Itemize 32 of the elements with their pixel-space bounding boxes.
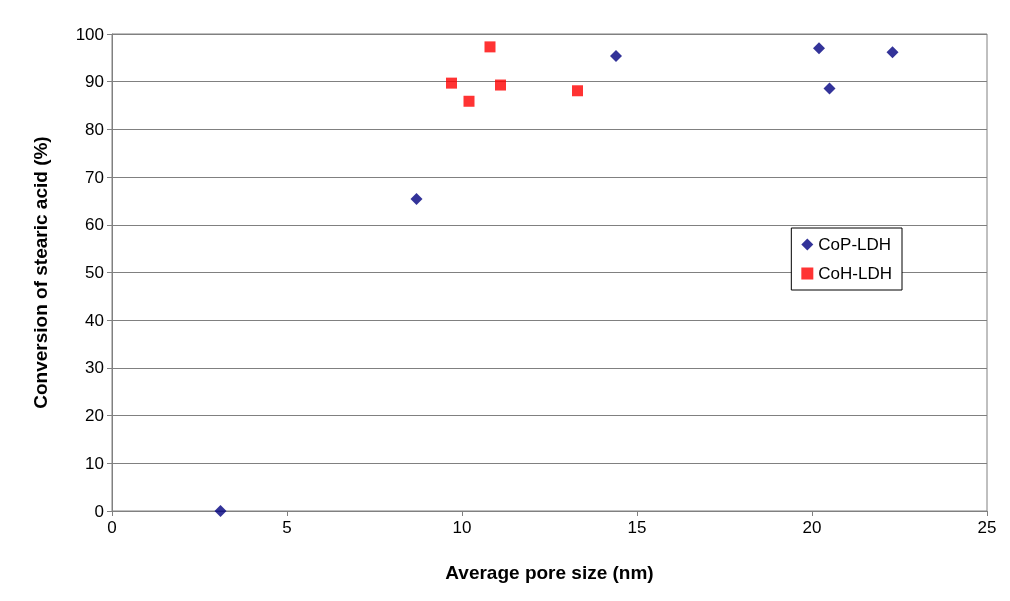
x-tick-label: 0 <box>107 518 117 537</box>
y-tick-label: 100 <box>75 24 104 44</box>
x-tick-label: 25 <box>977 518 997 537</box>
point <box>823 82 836 95</box>
legend-label: CoP-LDH <box>818 235 892 254</box>
y-tick-label: 70 <box>85 167 104 187</box>
y-tick-label: 90 <box>85 72 104 92</box>
point <box>410 193 423 206</box>
legend-label: CoH-LDH <box>818 264 893 283</box>
x-tick-label: 10 <box>452 518 472 537</box>
point <box>610 49 622 62</box>
point <box>495 79 506 91</box>
y-tick-label: 30 <box>85 358 104 378</box>
x-tick-label: 20 <box>802 518 822 537</box>
point <box>463 95 475 107</box>
point <box>886 46 899 59</box>
y-tick-label: 0 <box>94 501 104 521</box>
point <box>572 85 583 97</box>
point <box>446 77 457 89</box>
x-axis-title: Average pore size (nm) <box>445 562 654 583</box>
point <box>484 41 496 53</box>
y-tick-label: 10 <box>85 453 104 473</box>
point <box>214 505 227 517</box>
x-tick-label: 15 <box>627 518 647 537</box>
x-tick-label: 5 <box>282 518 292 537</box>
y-axis-title: Conversion of stearic acid (%) <box>30 136 51 409</box>
y-tick-label: 20 <box>85 406 104 426</box>
y-tick-label: 40 <box>85 310 104 330</box>
y-tick-label: 80 <box>85 119 104 139</box>
y-tick-label: 60 <box>85 215 104 235</box>
y-tick-label: 50 <box>85 263 104 282</box>
point <box>813 42 825 55</box>
